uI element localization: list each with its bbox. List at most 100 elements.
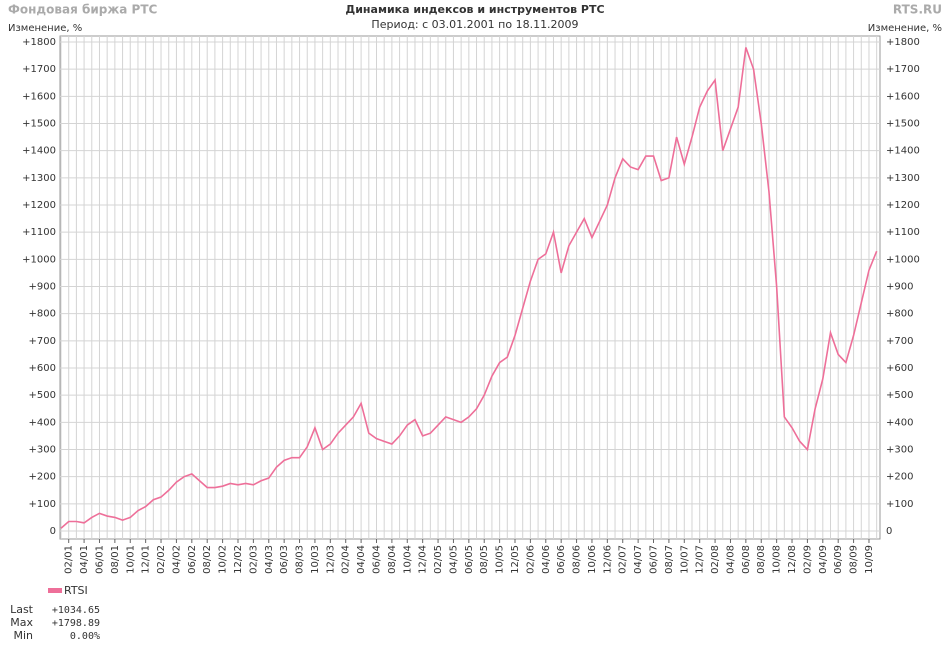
y-tick-label: +1200: [22, 200, 56, 211]
x-tick-label: 10/06: [587, 545, 598, 574]
x-tick-label: 04/09: [818, 545, 829, 574]
x-tick-label: 02/03: [248, 545, 259, 574]
y-tick-label: +1600: [22, 91, 56, 102]
y2-tick-label: +1300: [886, 173, 920, 184]
y-tick-label: +1500: [22, 119, 56, 130]
x-tick-label: 10/02: [218, 545, 229, 574]
x-tick-label: 06/03: [279, 545, 290, 574]
legend-label: RTSI: [64, 584, 88, 597]
y-tick-label: +400: [29, 417, 56, 428]
chart-subtitle: Период: с 03.01.2001 по 18.11.2009: [371, 18, 578, 31]
x-tick-label: 10/04: [402, 545, 413, 574]
y2-tick-label: +200: [886, 472, 913, 483]
x-tick-label: 08/05: [479, 545, 490, 574]
y2-tick-label: +1800: [886, 37, 920, 48]
y2-tick-label: +700: [886, 336, 913, 347]
y-tick-label: +100: [29, 499, 56, 510]
x-tick-label: 12/02: [233, 545, 244, 574]
data-line: [60, 47, 878, 529]
x-tick-label: 06/04: [371, 545, 382, 574]
y-tick-label: +900: [29, 282, 56, 293]
x-tick-label: 06/06: [556, 545, 567, 574]
x-tick-label: 02/08: [710, 545, 721, 574]
chart-title: Динамика индексов и инструментов РТС: [345, 3, 604, 16]
x-tick-label: 12/04: [418, 545, 429, 574]
y2-tick-label: +1100: [886, 227, 920, 238]
y-tick-label: +1800: [22, 37, 56, 48]
y2-tick-label: +900: [886, 282, 913, 293]
y2-tick-label: +1000: [886, 254, 920, 265]
stat-label: Last: [10, 603, 34, 616]
y2-tick-label: +1600: [886, 91, 920, 102]
y-tick-label: 0: [50, 526, 56, 537]
x-tick-label: 04/08: [725, 545, 736, 574]
x-tick-label: 06/09: [833, 545, 844, 574]
x-tick-label: 12/03: [325, 545, 336, 574]
x-tick-label: 04/07: [633, 545, 644, 574]
x-tick-label: 04/05: [448, 545, 459, 574]
x-tick-label: 02/07: [618, 545, 629, 574]
site-link: RTS.RU: [893, 3, 942, 17]
y-tick-label: +200: [29, 472, 56, 483]
stat-value: 0.00%: [70, 631, 100, 642]
site-name: Фондовая биржа РТС: [8, 3, 158, 17]
x-tick-label: 06/08: [741, 545, 752, 574]
y2-tick-label: +100: [886, 499, 913, 510]
y-tick-label: +1000: [22, 254, 56, 265]
y2-axis-label: Изменение, %: [868, 23, 942, 34]
y-tick-label: +1100: [22, 227, 56, 238]
x-tick-label: 02/09: [802, 545, 813, 574]
x-tick-label: 08/09: [849, 545, 860, 574]
x-tick-label: 06/02: [187, 545, 198, 574]
y2-tick-label: +1500: [886, 119, 920, 130]
stat-value: +1034.65: [52, 605, 100, 616]
x-tick-label: 12/07: [695, 545, 706, 574]
y-tick-label: +500: [29, 390, 56, 401]
x-tick-label: 06/07: [649, 545, 660, 574]
y-tick-label: +1400: [22, 146, 56, 157]
x-tick-label: 08/03: [295, 545, 306, 574]
stat-label: Max: [10, 616, 33, 629]
y-tick-label: +800: [29, 309, 56, 320]
x-tick-label: 10/08: [772, 545, 783, 574]
x-tick-label: 08/01: [110, 545, 121, 574]
x-tick-label: 10/03: [310, 545, 321, 574]
y-tick-label: +1700: [22, 64, 56, 75]
plot-area: [59, 35, 881, 540]
y-axis-label: Изменение, %: [8, 23, 82, 34]
y2-tick-label: +1700: [886, 64, 920, 75]
x-tick-label: 10/07: [679, 545, 690, 574]
legend-swatch: [48, 588, 62, 593]
y2-tick-label: +500: [886, 390, 913, 401]
x-tick-label: 04/01: [79, 545, 90, 574]
y2-tick-label: +300: [886, 445, 913, 456]
x-tick-label: 04/03: [264, 545, 275, 574]
x-tick-label: 02/04: [341, 545, 352, 574]
x-tick-label: 10/09: [864, 545, 875, 574]
y2-tick-label: +600: [886, 363, 913, 374]
x-tick-label: 08/02: [202, 545, 213, 574]
x-tick-label: 08/07: [664, 545, 675, 574]
x-tick-label: 12/08: [787, 545, 798, 574]
y2-tick-label: +1400: [886, 146, 920, 157]
x-tick-label: 04/02: [171, 545, 182, 574]
x-tick-label: 10/01: [125, 545, 136, 574]
y-tick-label: +1300: [22, 173, 56, 184]
x-tick-label: 04/06: [541, 545, 552, 574]
y2-tick-label: 0: [886, 526, 892, 537]
y-tick-label: +700: [29, 336, 56, 347]
x-tick-label: 02/02: [156, 545, 167, 574]
y2-tick-label: +1200: [886, 200, 920, 211]
y-tick-label: +600: [29, 363, 56, 374]
x-tick-label: 08/06: [572, 545, 583, 574]
x-tick-label: 08/04: [387, 545, 398, 574]
stat-value: +1798.89: [52, 618, 100, 629]
x-tick-label: 08/08: [756, 545, 767, 574]
x-tick-label: 12/06: [602, 545, 613, 574]
y-tick-label: +300: [29, 445, 56, 456]
x-tick-label: 04/04: [356, 545, 367, 574]
x-tick-label: 06/01: [94, 545, 105, 574]
x-tick-label: 06/05: [464, 545, 475, 574]
y2-tick-label: +400: [886, 417, 913, 428]
x-tick-label: 02/06: [525, 545, 536, 574]
